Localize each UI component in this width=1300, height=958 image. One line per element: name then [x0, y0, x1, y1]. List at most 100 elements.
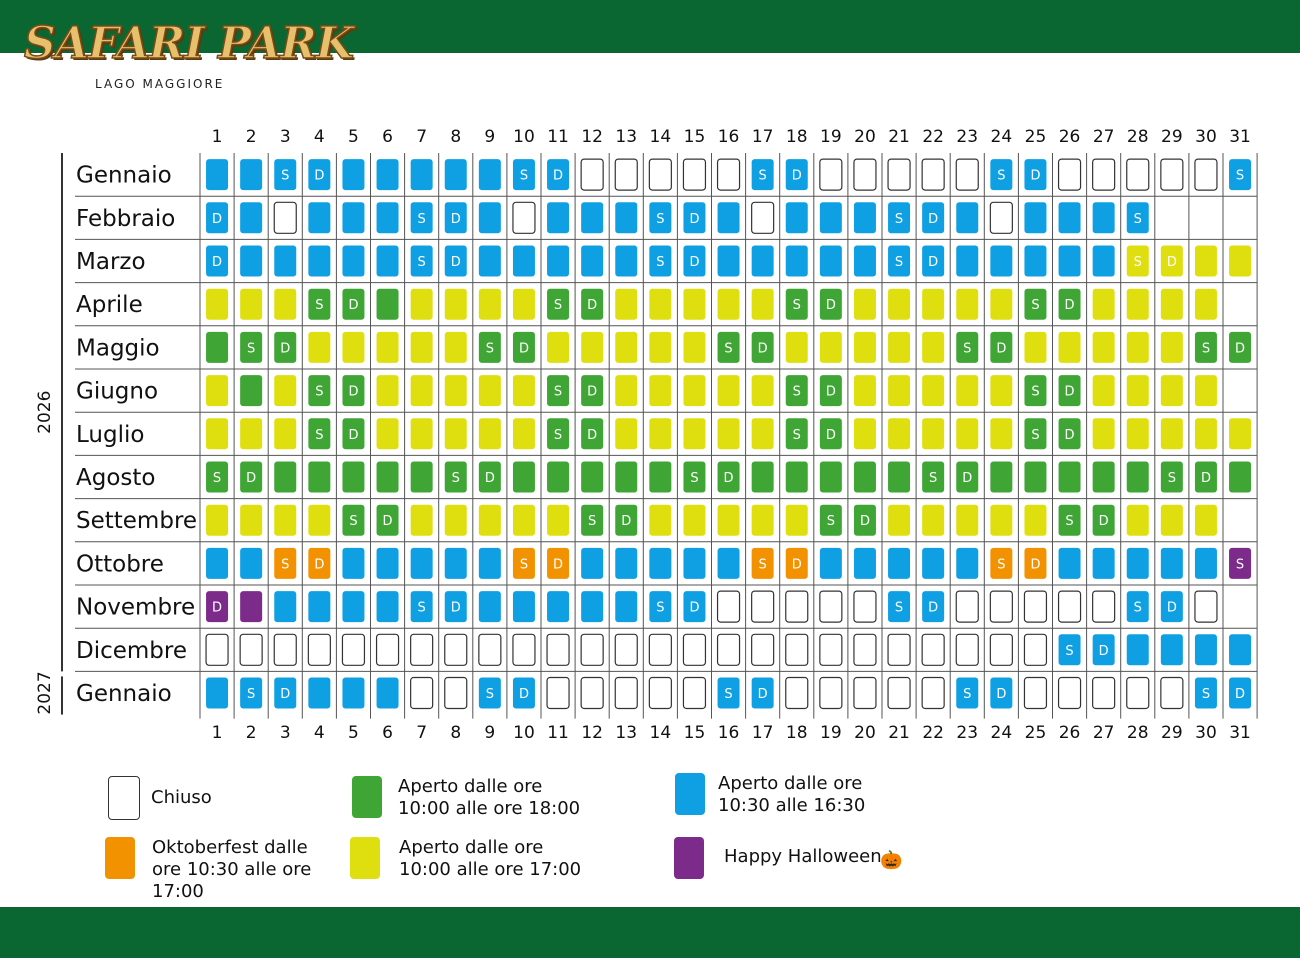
day-cell-blue	[1092, 634, 1115, 666]
day-cell-yellow	[512, 288, 535, 320]
day-number-top: 19	[820, 127, 842, 147]
day-cell-closed	[512, 201, 536, 234]
day-cell-yellow	[1194, 245, 1217, 277]
day-cell-blue	[1092, 547, 1115, 579]
day-cell-blue	[308, 591, 331, 623]
day-cell-green	[853, 504, 876, 536]
day-cell-closed	[716, 633, 741, 666]
weekend-mark: D	[1235, 341, 1245, 356]
legend-label-closed: Chiuso	[151, 787, 212, 808]
day-cell-yellow	[1126, 418, 1149, 450]
day-cell-blue	[1058, 202, 1081, 234]
day-cell-blue	[1229, 677, 1252, 709]
day-cell-green	[547, 288, 570, 320]
day-cell-yellow	[888, 375, 911, 407]
day-cell-yellow	[444, 418, 467, 450]
weekend-mark: S	[895, 212, 903, 227]
day-cell-blue	[922, 245, 945, 277]
day-cell-green	[1229, 461, 1252, 493]
day-cell-blue	[922, 202, 945, 234]
year-label: 2026	[35, 391, 55, 434]
legend-swatch-closed	[108, 776, 140, 820]
day-cell-yellow	[547, 504, 570, 536]
day-cell-blue	[308, 245, 331, 277]
day-cell-blue	[376, 202, 399, 234]
pumpkin-icon: 🎃	[880, 850, 903, 871]
weekend-mark: D	[1030, 557, 1040, 572]
day-cell-blue	[922, 547, 945, 579]
weekend-mark: S	[554, 298, 562, 313]
day-cell-yellow	[376, 375, 399, 407]
weekend-mark: D	[689, 255, 699, 270]
day-cell-yellow	[206, 504, 229, 536]
day-cell-yellow	[240, 418, 263, 450]
day-cell-closed	[614, 633, 638, 666]
logo-subtitle: LAGO MAGGIORE	[95, 77, 225, 91]
weekend-mark: S	[793, 385, 801, 400]
day-cell-closed	[785, 590, 809, 623]
day-cell-closed	[1160, 158, 1184, 191]
day-cell-yellow	[410, 418, 433, 450]
weekend-mark: D	[485, 471, 495, 486]
day-cell-closed	[853, 676, 877, 710]
day-cell-blue	[376, 159, 399, 191]
day-number-bottom: 31	[1229, 723, 1251, 743]
day-cell-green	[990, 461, 1013, 493]
day-cell-yellow	[444, 331, 467, 363]
day-cell-blue	[1194, 634, 1217, 666]
weekend-mark: D	[553, 169, 563, 184]
day-number-top: 22	[922, 127, 944, 147]
day-cell-blue	[956, 202, 979, 234]
day-number-bottom: 9	[484, 723, 495, 743]
day-number-bottom: 28	[1127, 723, 1149, 743]
day-number-bottom: 19	[820, 723, 842, 743]
day-cell-yellow	[649, 504, 672, 536]
day-cell-blue	[512, 245, 535, 277]
month-label: Settembre	[76, 508, 197, 534]
day-cell-closed	[1023, 676, 1048, 710]
weekend-mark: S	[1065, 644, 1073, 659]
day-cell-green	[956, 461, 979, 493]
legend-swatch-blue	[675, 773, 705, 815]
day-cell-green	[512, 461, 535, 493]
day-cell-blue	[547, 202, 570, 234]
day-cell-yellow	[274, 288, 297, 320]
day-cell-blue	[956, 677, 979, 709]
day-cell-blue	[581, 202, 604, 234]
month-label: Giugno	[76, 379, 158, 405]
day-cell-green	[478, 331, 501, 363]
day-cell-yellow	[1160, 375, 1183, 407]
day-cell-blue	[888, 202, 911, 234]
day-cell-blue	[240, 159, 263, 191]
day-cell-blue	[717, 245, 740, 277]
weekend-mark: D	[928, 255, 938, 270]
day-number-bottom: 4	[314, 723, 325, 743]
weekend-mark: D	[962, 471, 972, 486]
weekend-mark: D	[314, 557, 324, 572]
day-cell-green	[990, 331, 1013, 363]
day-cell-green	[1024, 418, 1047, 450]
day-number-top: 12	[581, 127, 603, 147]
day-cell-yellow	[922, 418, 945, 450]
day-cell-blue	[240, 677, 263, 709]
day-cell-closed	[1092, 590, 1116, 623]
day-cell-closed	[273, 633, 297, 666]
day-number-bottom: 13	[615, 723, 637, 743]
weekend-mark: D	[1235, 687, 1245, 702]
month-label: Dicembre	[76, 638, 187, 664]
day-cell-blue	[990, 677, 1013, 709]
day-cell-green	[819, 418, 842, 450]
day-number-bottom: 23	[956, 723, 978, 743]
day-cell-yellow	[1160, 504, 1183, 536]
weekend-mark: D	[519, 687, 529, 702]
day-cell-closed	[921, 676, 945, 710]
weekend-mark: S	[1065, 514, 1073, 529]
weekend-mark: S	[554, 428, 562, 443]
day-cell-yellow	[819, 331, 842, 363]
day-cell-green	[376, 504, 399, 536]
day-number-bottom: 17	[752, 723, 774, 743]
weekend-mark: S	[349, 514, 357, 529]
weekend-mark: D	[451, 255, 461, 270]
day-cell-closed	[1126, 158, 1150, 191]
legend-swatch-purple	[674, 837, 704, 879]
